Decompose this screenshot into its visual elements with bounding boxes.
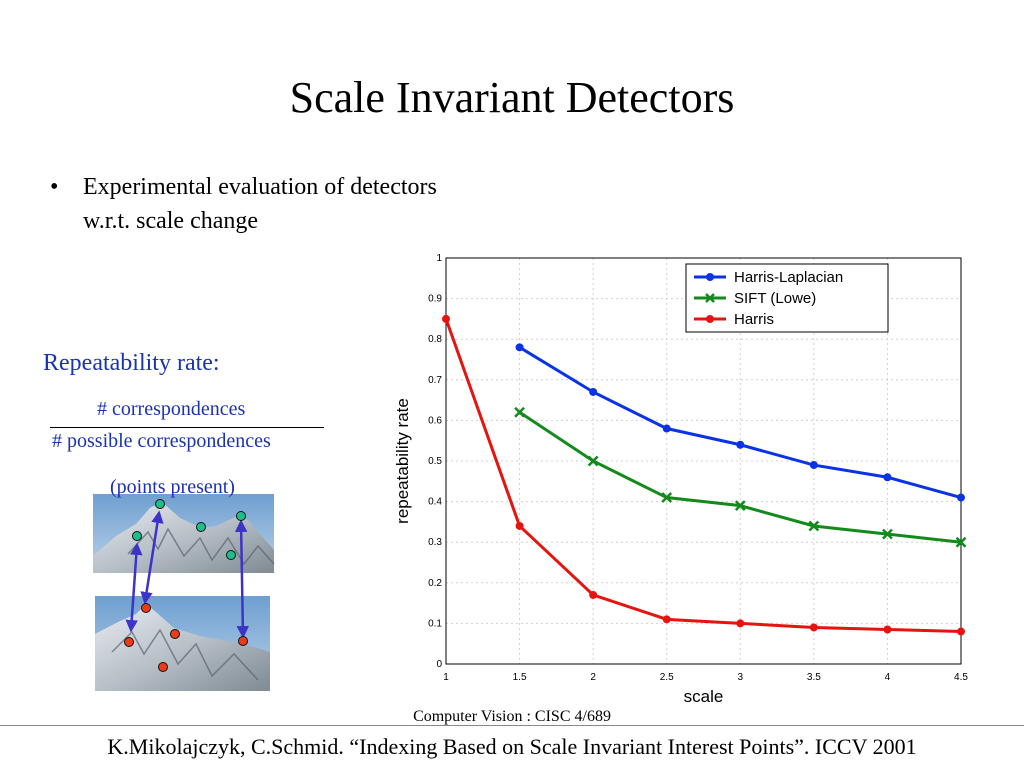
chart-series	[442, 314, 967, 636]
course-footer: Computer Vision : CISC 4/689	[413, 708, 611, 725]
data-point	[515, 343, 524, 352]
data-point-x	[661, 492, 673, 503]
x-marker-stroke	[955, 536, 967, 548]
legend-marker	[706, 273, 714, 281]
x-tick-label: 2	[590, 672, 596, 683]
data-point	[515, 521, 524, 530]
plot-frame	[445, 257, 962, 665]
legend-marker	[706, 315, 714, 323]
data-point	[662, 424, 671, 433]
bullet-line-2: w.r.t. scale change	[83, 208, 259, 234]
repeatability-label: Repeatability rate:	[43, 350, 220, 376]
data-point-x	[587, 455, 599, 467]
interest-point	[141, 603, 151, 613]
match-arrow	[140, 510, 164, 605]
x-tick-label: 1.5	[513, 672, 527, 683]
data-point-x	[955, 536, 967, 548]
y-tick-label: 0.5	[428, 456, 442, 467]
match-arrow	[125, 542, 143, 633]
data-point	[957, 627, 965, 636]
data-point	[883, 473, 892, 482]
slide-title: Scale Invariant Detectors	[289, 73, 735, 122]
x-marker-stroke	[514, 406, 525, 418]
interest-point	[238, 636, 248, 646]
points-present-note: (points present)	[110, 476, 235, 498]
interest-point	[196, 522, 206, 532]
upper-points	[132, 499, 246, 560]
x-tick-label: 4.5	[954, 672, 968, 683]
data-point-x	[882, 528, 893, 540]
data-point	[809, 623, 818, 632]
match-arrow	[234, 519, 250, 639]
interest-point	[158, 662, 168, 672]
x-tick-label: 2.5	[660, 672, 674, 683]
x-marker-stroke	[734, 500, 746, 512]
y-tick-label: 0.6	[428, 415, 442, 426]
bullet-text: Experimental evaluation of detectors w.r…	[83, 170, 523, 238]
y-axis-label: repeatability rate	[393, 398, 412, 524]
data-point-x	[808, 520, 820, 532]
interest-point	[236, 511, 246, 521]
x-tick-label: 3	[738, 672, 744, 683]
x-marker-stroke	[705, 293, 715, 303]
legend-marker	[705, 293, 715, 303]
y-tick-label: 0.4	[428, 497, 442, 508]
fraction-denominator: # possible correspondences	[52, 430, 271, 452]
interest-point	[132, 531, 142, 541]
match-arrows	[125, 510, 250, 639]
x-marker-stroke	[587, 455, 599, 467]
data-point-x	[734, 500, 746, 512]
legend-label: Harris	[734, 311, 774, 328]
interest-point	[226, 550, 236, 560]
fraction-bar	[50, 427, 324, 428]
data-point	[957, 493, 965, 502]
y-tick-label: 0.3	[428, 537, 442, 548]
y-tick-label: 0	[436, 659, 442, 670]
data-point	[883, 625, 892, 634]
data-point	[809, 461, 818, 470]
mountain-photos	[93, 494, 275, 691]
x-marker-stroke	[882, 528, 893, 540]
bullet-line-1: Experimental evaluation of detectors	[83, 174, 437, 200]
series-line	[444, 318, 962, 634]
y-tick-label: 0.1	[428, 618, 442, 629]
citation-footer: K.Mikolajczyk, C.Schmid. “Indexing Based…	[107, 734, 917, 759]
y-tick-label: 0.9	[428, 294, 442, 305]
lower-points	[124, 603, 248, 672]
x-tick-label: 1	[443, 672, 449, 683]
data-point	[662, 615, 671, 624]
upper-photo	[93, 494, 275, 573]
data-point	[589, 590, 598, 599]
x-axis-label: scale	[684, 687, 724, 706]
series-line	[518, 411, 962, 544]
footer-divider	[0, 725, 1024, 726]
y-tick-label: 0.8	[428, 334, 442, 345]
interest-point	[155, 499, 165, 509]
x-marker-stroke	[808, 520, 820, 532]
legend-label: SIFT (Lowe)	[734, 290, 816, 307]
x-marker-stroke	[661, 492, 673, 503]
data-point	[442, 314, 450, 323]
fraction-numerator: # correspondences	[97, 398, 246, 420]
data-point	[589, 387, 598, 396]
data-point-x	[514, 406, 525, 418]
data-point	[736, 619, 745, 628]
repeatability-chart: 1 1.5 2 2.5 3 3.5 4 4.5 0 0.1 0.2 0.3 0.4 0.5 0.6 0.7 0.…	[393, 253, 968, 706]
x-tick-label: 3.5	[807, 672, 821, 683]
chart-ticks: 1 1.5 2 2.5 3 3.5 4 4.5 0 0.1 0.2 0.3 0.4 0.5 0.6 0.7 0.…	[428, 253, 968, 683]
y-tick-label: 1	[436, 253, 442, 264]
chart-legend: Harris-Laplacian SIFT (Lowe) Harris	[685, 263, 889, 333]
interest-point	[124, 637, 134, 647]
interest-point	[170, 629, 180, 639]
y-tick-label: 0.2	[428, 578, 442, 589]
legend-label: Harris-Laplacian	[734, 269, 843, 286]
y-tick-label: 0.7	[428, 375, 442, 386]
data-point	[736, 440, 745, 449]
bullet-symbol: •	[50, 174, 59, 200]
x-tick-label: 4	[885, 672, 891, 683]
